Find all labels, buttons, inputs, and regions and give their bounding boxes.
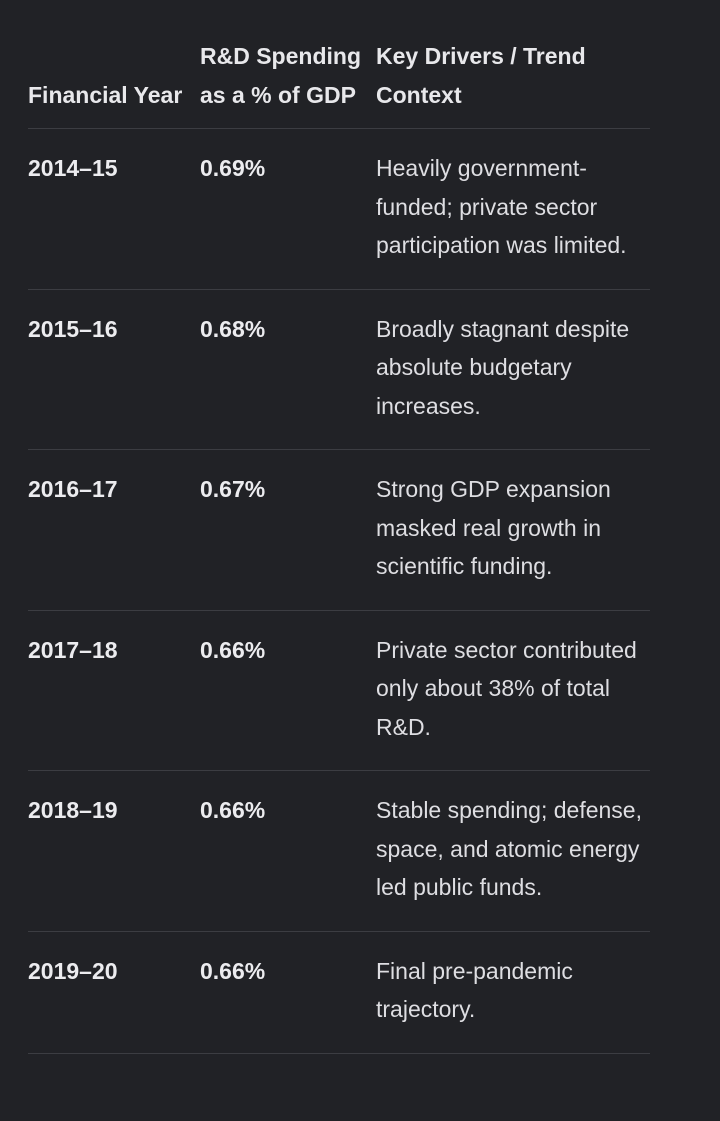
pct-cell: 0.66% xyxy=(200,957,266,984)
pct-cell: 0.69% xyxy=(200,155,266,181)
table-row: 2016–17 0.67% Strong GDP expansion maske… xyxy=(28,450,650,611)
header-key-drivers: Key Drivers / Trend Context xyxy=(376,43,586,108)
context-cell: Final pre-pandemic trajectory. xyxy=(376,957,573,1023)
year-cell: 2019–20 xyxy=(28,957,118,984)
context-cell: Heavily government-funded; private secto… xyxy=(376,155,627,258)
pct-cell: 0.68% xyxy=(200,315,266,342)
context-cell: Private sector contributed only about 38… xyxy=(376,636,637,740)
table-row: 2018–19 0.66% Stable spending; defense, … xyxy=(28,771,650,932)
year-cell: 2018–19 xyxy=(28,797,118,823)
table-row: 2014–15 0.69% Heavily government-funded;… xyxy=(28,129,650,290)
rd-spending-table: Financial Year R&D Spending as a % of GD… xyxy=(28,0,650,1054)
year-cell: 2014–15 xyxy=(28,155,118,181)
table-row: 2017–18 0.66% Private sector contributed… xyxy=(28,611,650,771)
table-row: 2015–16 0.68% Broadly stagnant despite a… xyxy=(28,290,650,450)
year-cell: 2017–18 xyxy=(28,636,118,663)
context-cell: Broadly stagnant despite absolute budget… xyxy=(376,315,630,419)
pct-cell: 0.67% xyxy=(200,476,266,502)
table-header-row: Financial Year R&D Spending as a % of GD… xyxy=(28,0,650,129)
context-cell: Stable spending; defense, space, and ato… xyxy=(376,797,642,900)
context-cell: Strong GDP expansion masked real growth … xyxy=(376,476,611,579)
pct-cell: 0.66% xyxy=(200,636,266,663)
pct-cell: 0.66% xyxy=(200,797,266,823)
table-row: 2019–20 0.66% Final pre-pandemic traject… xyxy=(28,932,650,1054)
year-cell: 2015–16 xyxy=(28,315,118,342)
header-financial-year: Financial Year xyxy=(28,81,183,108)
year-cell: 2016–17 xyxy=(28,476,118,502)
header-rd-spending-pct: R&D Spending as a % of GDP xyxy=(200,43,361,108)
